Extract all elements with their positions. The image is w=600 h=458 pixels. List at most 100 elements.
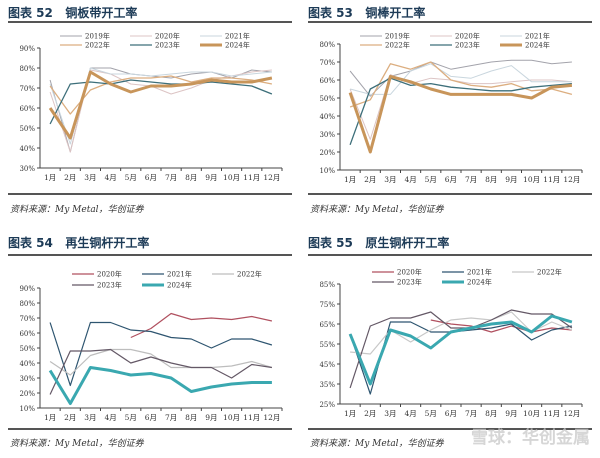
source-text: 资料来源：My Metal，华创证券 — [10, 439, 144, 449]
legend-label: 2019年 — [85, 32, 110, 41]
x-tick-label: 12月 — [263, 413, 280, 422]
x-tick-label: 1月 — [344, 175, 356, 184]
title-rule — [8, 21, 292, 23]
y-tick-label: 40% — [19, 360, 35, 368]
y-tick-label: 80% — [19, 65, 35, 73]
legend-label: 2020年 — [397, 268, 422, 277]
legend-label: 2022年 — [537, 268, 562, 277]
y-tick-label: 90% — [19, 45, 35, 53]
legend-label: 2020年 — [155, 32, 180, 41]
legend-label: 2024年 — [167, 281, 192, 290]
y-tick-label: 10% — [19, 405, 35, 413]
legend-label: 2022年 — [85, 41, 110, 50]
legend-label: 2024年 — [467, 278, 492, 287]
series-line-2023年 — [349, 77, 572, 146]
chart-svg: 25% 35% 45% 55% 65% 75% 85% 1月 2月 3月 4月 5月 6月 7月 8月 9月 1… — [319, 268, 583, 418]
legend-label: 2022年 — [237, 270, 262, 279]
x-tick-label: 10月 — [223, 413, 240, 422]
legend-label: 2021年 — [167, 270, 192, 279]
y-tick-label: 35% — [319, 381, 335, 389]
y-tick-label: 30% — [319, 131, 335, 139]
y-tick-label: 70% — [19, 315, 35, 323]
x-tick-label: 6月 — [445, 409, 457, 418]
legend-label: 2023年 — [455, 41, 480, 50]
x-tick-label: 7月 — [465, 175, 477, 184]
x-tick-label: 5月 — [125, 173, 137, 182]
x-tick-label: 8月 — [485, 175, 497, 184]
legend-label: 2022年 — [385, 41, 410, 50]
chart-panel-52: 图表 52 铜板带开工率 30% 40% 50% 60% 70% 80% 90% 1月 2月 3月… — [0, 0, 300, 228]
chart-panel-54: 图表 54 再生铜杆开工率 10% 20% 30% 40% 50% 60% 70% 80% 90… — [0, 230, 300, 458]
x-tick-label: 7月 — [165, 173, 177, 182]
x-tick-label: 8月 — [185, 413, 197, 422]
y-tick-label: 70% — [19, 85, 35, 93]
x-tick-label: 10月 — [523, 175, 540, 184]
y-tick-label: 45% — [319, 361, 335, 369]
y-tick-label: 90% — [19, 285, 35, 293]
y-tick-label: 80% — [19, 300, 35, 308]
legend-label: 2023年 — [97, 281, 122, 290]
x-tick-label: 1月 — [44, 413, 56, 422]
y-tick-label: 50% — [319, 95, 335, 103]
x-tick-label: 4月 — [404, 409, 416, 418]
chart-svg: 10% 20% 30% 40% 50% 60% 70% 80% 1月 2月 3月 4月 5月 6月 7月 8月… — [319, 32, 583, 184]
legend-label: 2020年 — [455, 32, 480, 41]
series-line-2021年 — [349, 321, 573, 395]
x-tick-label: 9月 — [505, 175, 517, 184]
y-tick-label: 60% — [19, 105, 35, 113]
legend-label: 2021年 — [225, 32, 250, 41]
x-tick-label: 2月 — [364, 175, 376, 184]
legend-label: 2019年 — [385, 32, 410, 41]
x-tick-label: 3月 — [84, 413, 96, 422]
chart-svg: 10% 20% 30% 40% 50% 60% 70% 80% 90% 1月 2月 3月 4月 5月 6月 7… — [19, 270, 283, 422]
source-text: 资料来源：My Metal，华创证券 — [310, 205, 444, 215]
x-tick-label: 2月 — [364, 409, 376, 418]
y-tick-label: 75% — [319, 301, 335, 309]
x-tick-label: 4月 — [104, 173, 116, 182]
x-tick-label: 6月 — [145, 173, 157, 182]
series-line-2022年 — [49, 348, 273, 376]
legend-label: 2024年 — [525, 41, 550, 50]
x-tick-label: 8月 — [185, 173, 197, 182]
series-line-2021年 — [49, 67, 272, 145]
y-tick-label: 30% — [19, 165, 35, 173]
series-line-2022年 — [349, 61, 573, 108]
series-line-2024年 — [48, 70, 273, 140]
x-tick-label: 11月 — [243, 173, 260, 182]
y-tick-label: 80% — [319, 41, 335, 49]
bottom-rule — [308, 428, 592, 430]
source-text: 资料来源：My Metal，华创证券 — [10, 205, 144, 215]
x-tick-label: 11月 — [543, 409, 560, 418]
y-tick-label: 20% — [19, 390, 35, 398]
x-tick-label: 5月 — [425, 175, 437, 184]
title-rule — [308, 254, 592, 256]
x-tick-label: 12月 — [563, 409, 580, 418]
x-tick-label: 7月 — [165, 413, 177, 422]
legend-label: 2023年 — [155, 41, 180, 50]
x-tick-label: 9月 — [205, 173, 217, 182]
x-tick-label: 4月 — [404, 175, 416, 184]
x-tick-label: 9月 — [205, 413, 217, 422]
y-tick-label: 30% — [19, 375, 35, 383]
x-tick-label: 12月 — [263, 173, 280, 182]
series-line-2023年 — [349, 309, 573, 389]
title-rule — [8, 254, 292, 256]
y-tick-label: 10% — [319, 167, 335, 175]
x-tick-label: 6月 — [445, 175, 457, 184]
x-tick-label: 9月 — [505, 409, 517, 418]
chart-title: 图表 55 原生铜杆开工率 — [308, 236, 450, 250]
y-tick-label: 55% — [319, 341, 335, 349]
chart-svg: 30% 40% 50% 60% 70% 80% 90% 1月 2月 3月 4月 5月 6月 7月 8月 9月 1… — [19, 32, 283, 182]
legend-label: 2023年 — [397, 278, 422, 287]
x-tick-label: 2月 — [64, 413, 76, 422]
x-tick-label: 2月 — [64, 173, 76, 182]
y-tick-label: 60% — [319, 77, 335, 85]
title-rule — [308, 21, 592, 23]
x-tick-label: 3月 — [84, 173, 96, 182]
y-tick-label: 40% — [319, 113, 335, 121]
y-tick-label: 60% — [19, 330, 35, 338]
x-tick-label: 8月 — [485, 409, 497, 418]
watermark: 雪球：华创金属 — [471, 428, 590, 448]
x-tick-label: 5月 — [125, 413, 137, 422]
x-tick-label: 11月 — [243, 413, 260, 422]
